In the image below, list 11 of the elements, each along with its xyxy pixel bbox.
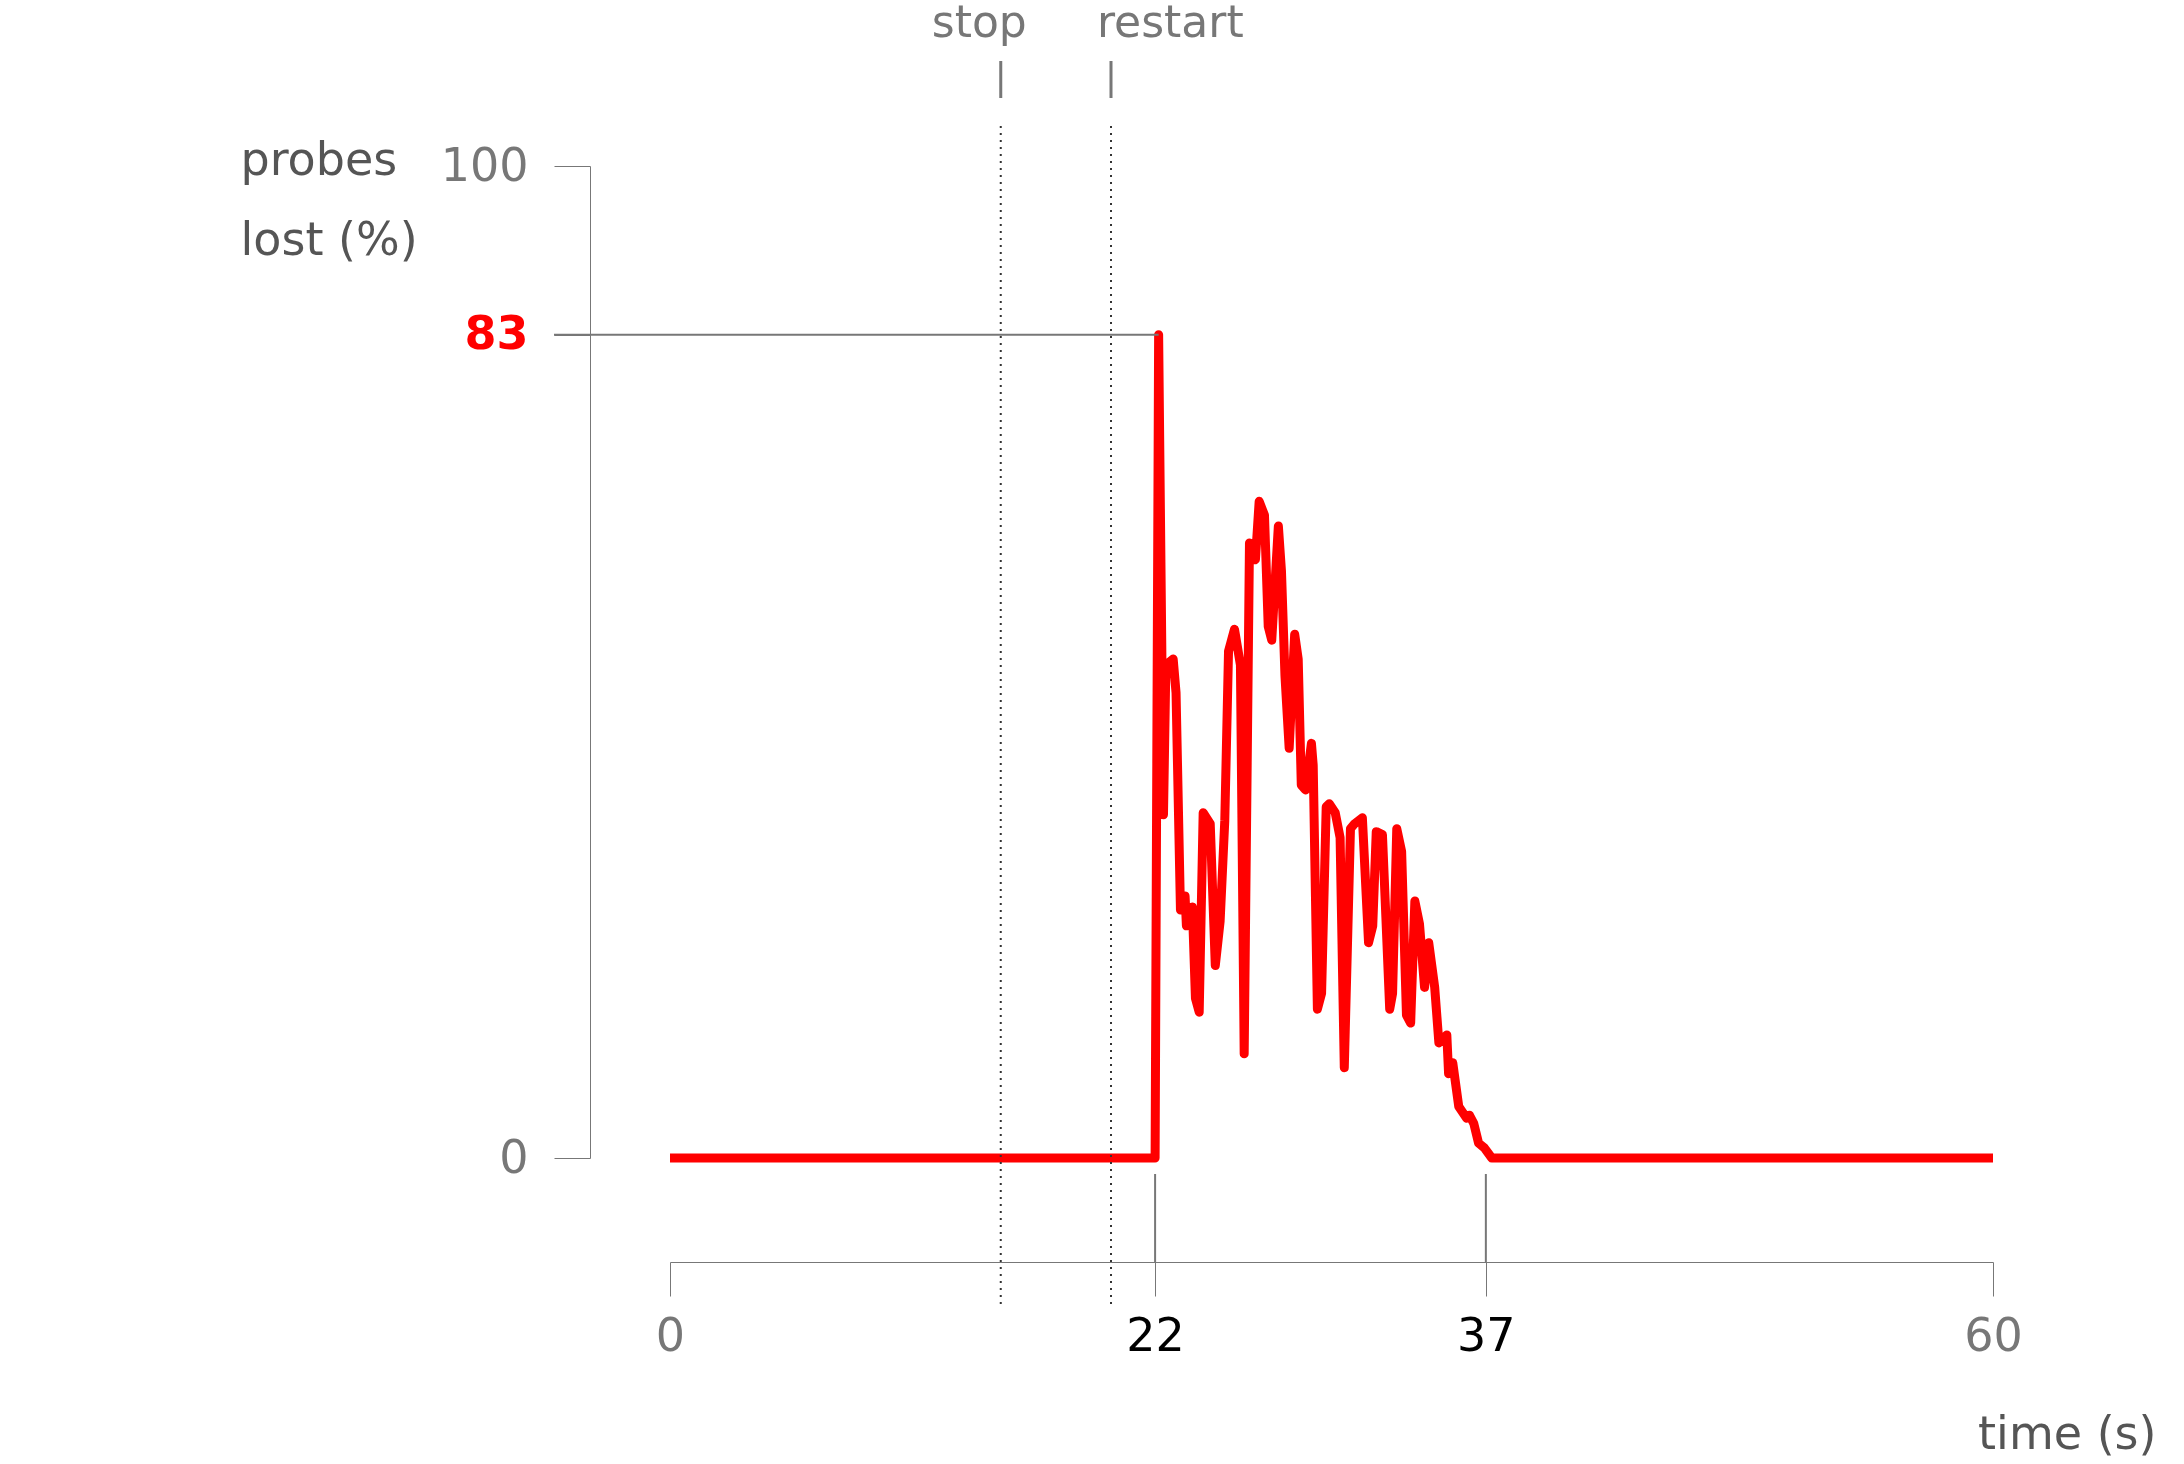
x-tick-label: 0 bbox=[655, 1307, 686, 1362]
ref-line-label: restart bbox=[1097, 0, 1244, 47]
x-tick-label: 22 bbox=[1126, 1307, 1185, 1362]
y-tick-label: 100 bbox=[440, 137, 529, 192]
y-tick-label: 83 bbox=[464, 306, 529, 361]
ref-line-label: stop bbox=[931, 0, 1027, 47]
x-tick-label: 37 bbox=[1457, 1307, 1516, 1362]
y-tick-label: 0 bbox=[499, 1129, 529, 1184]
x-axis-title: time (s) bbox=[1978, 1405, 2157, 1460]
y-axis-title: probes lost (%) bbox=[240, 131, 418, 266]
x-tick-label: 60 bbox=[1964, 1307, 2023, 1362]
